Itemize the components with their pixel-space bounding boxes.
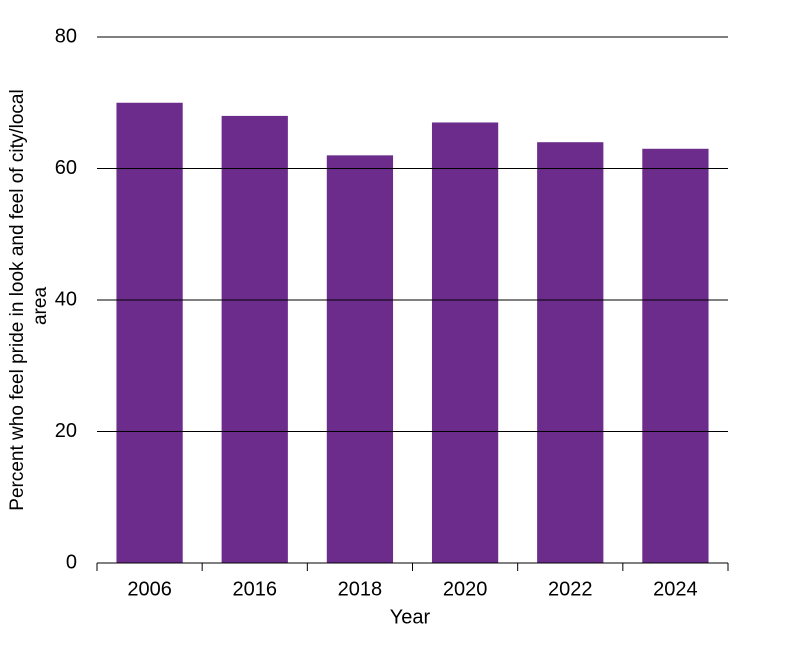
bar xyxy=(537,142,604,563)
x-tick-label: 2022 xyxy=(548,578,593,600)
y-tick-label: 60 xyxy=(55,157,77,179)
x-axis-label: Year xyxy=(390,606,431,628)
y-tick-label: 0 xyxy=(66,551,77,573)
bar xyxy=(642,148,709,563)
bar xyxy=(221,115,288,564)
x-tick-label: 2024 xyxy=(653,578,698,600)
bar xyxy=(326,155,394,563)
bar xyxy=(431,122,499,563)
y-tick-label: 20 xyxy=(55,420,77,442)
y-axis-label-line: area xyxy=(30,287,51,325)
x-tick-label: 2018 xyxy=(338,578,383,600)
y-axis-label: Percent who feel pride in look and feel … xyxy=(7,89,51,510)
x-tick-label: 2020 xyxy=(443,578,488,600)
y-tick-label: 40 xyxy=(55,288,77,310)
bar xyxy=(116,102,183,563)
x-tick-label: 2016 xyxy=(233,578,278,600)
x-tick-label: 2006 xyxy=(127,578,172,600)
y-axis-label-line: Percent who feel pride in look and feel … xyxy=(7,89,28,510)
y-tick-label: 80 xyxy=(55,25,77,47)
